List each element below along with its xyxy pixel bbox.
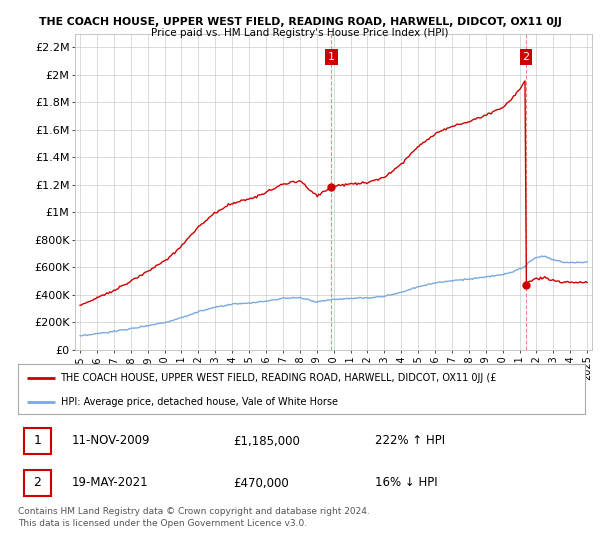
Text: Price paid vs. HM Land Registry's House Price Index (HPI): Price paid vs. HM Land Registry's House … xyxy=(151,28,449,38)
FancyBboxPatch shape xyxy=(23,470,51,496)
Text: THE COACH HOUSE, UPPER WEST FIELD, READING ROAD, HARWELL, DIDCOT, OX11 0JJ (£: THE COACH HOUSE, UPPER WEST FIELD, READI… xyxy=(61,373,497,383)
Text: HPI: Average price, detached house, Vale of White Horse: HPI: Average price, detached house, Vale… xyxy=(61,397,338,407)
Text: Contains HM Land Registry data © Crown copyright and database right 2024.
This d: Contains HM Land Registry data © Crown c… xyxy=(18,507,370,528)
Text: 2: 2 xyxy=(523,52,530,62)
Text: 16% ↓ HPI: 16% ↓ HPI xyxy=(375,477,438,489)
Text: 1: 1 xyxy=(328,52,335,62)
Text: 11-NOV-2009: 11-NOV-2009 xyxy=(72,435,151,447)
Text: £1,185,000: £1,185,000 xyxy=(233,435,301,447)
Text: 19-MAY-2021: 19-MAY-2021 xyxy=(72,477,148,489)
Text: 222% ↑ HPI: 222% ↑ HPI xyxy=(375,435,445,447)
Text: £470,000: £470,000 xyxy=(233,477,289,489)
Text: THE COACH HOUSE, UPPER WEST FIELD, READING ROAD, HARWELL, DIDCOT, OX11 0JJ: THE COACH HOUSE, UPPER WEST FIELD, READI… xyxy=(38,17,562,27)
Text: 1: 1 xyxy=(34,435,41,447)
FancyBboxPatch shape xyxy=(23,428,51,454)
Text: 2: 2 xyxy=(34,477,41,489)
